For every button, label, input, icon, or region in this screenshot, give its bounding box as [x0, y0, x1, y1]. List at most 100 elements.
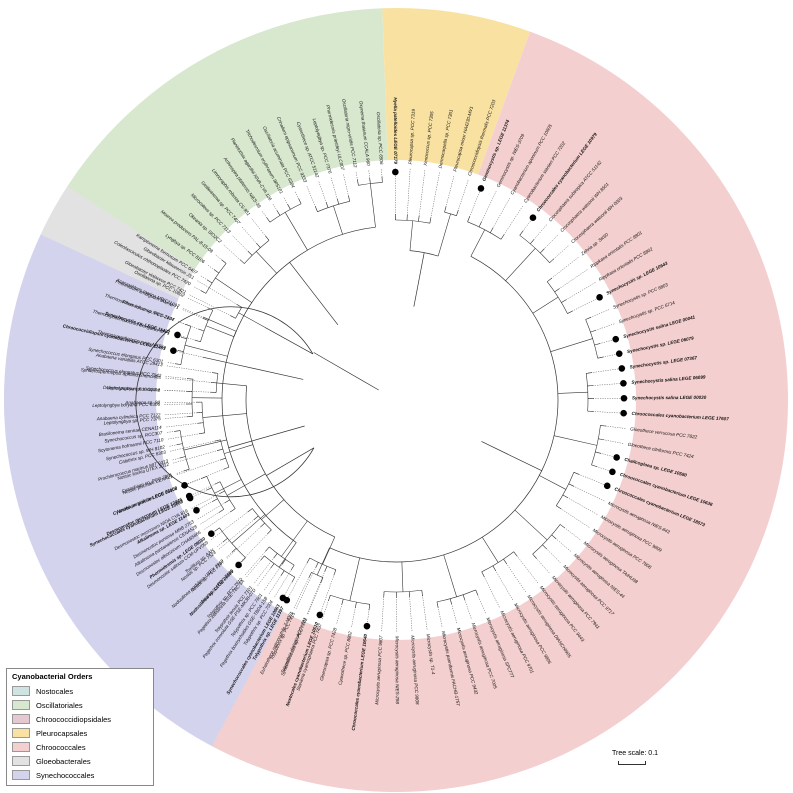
- leaf-stem: [456, 209, 459, 216]
- leaf-stem: [368, 604, 371, 611]
- leaf-stem: [315, 562, 319, 568]
- leaf-branch: [406, 168, 411, 221]
- leaf-stem: [270, 563, 275, 569]
- leaf-branch: [180, 466, 230, 487]
- leaf-branch: [481, 571, 500, 608]
- leaf-branch: [263, 559, 286, 591]
- leaf-label: Oscillatoria sp. PCC 6506: [376, 112, 384, 165]
- leaf-stem: [354, 602, 357, 609]
- leaf-label: Anabaena sp. 90: [124, 400, 160, 405]
- leaf-stem: [265, 235, 270, 241]
- leaf-branch: [590, 323, 616, 333]
- leaf-branch: [561, 281, 596, 303]
- leaf-stem: [187, 378, 194, 380]
- leaf-stem: [333, 569, 337, 576]
- leaf-stem: [547, 277, 553, 282]
- backbone-branch: [413, 252, 425, 307]
- legend-item: Gloeobacterales: [12, 754, 148, 768]
- leaf-stem: [478, 221, 482, 228]
- lege-strain-dot: [529, 214, 537, 222]
- leaf-branch: [449, 598, 458, 624]
- subclade-arc: [358, 182, 383, 186]
- leaf-stem: [276, 210, 281, 216]
- leaf-stem: [174, 430, 181, 432]
- leaf-stem: [568, 483, 575, 487]
- leaf-label: Microcystis aeruginosa NIES-298: [395, 636, 400, 704]
- leaf-stem: [174, 363, 181, 365]
- leaf-branch: [542, 544, 562, 564]
- leaf-label: Microcystis aeruginosa PCC 9808: [410, 635, 420, 705]
- subclade-branch: [224, 444, 253, 454]
- leaf-stem: [436, 601, 439, 608]
- leaf-branch: [166, 365, 219, 374]
- lege-strain-dot: [613, 454, 620, 461]
- leaf-branch: [436, 601, 443, 628]
- leaf-stem: [325, 201, 329, 208]
- leaf-label: Leptolyngbya boryana PCC 6306: [92, 402, 160, 408]
- lege-strain-dot: [615, 350, 623, 357]
- leaf-stem: [324, 566, 328, 572]
- subclade-arc: [206, 476, 225, 510]
- leaf-stem: [210, 382, 217, 384]
- leaf-stem: [223, 466, 230, 470]
- legend-swatch: [12, 770, 30, 780]
- leaf-branch: [530, 223, 548, 244]
- leaf-stem: [273, 553, 278, 559]
- clade-sector-gloeobacterales: [40, 186, 195, 299]
- leaf-branch: [273, 564, 295, 598]
- leaf-label: Microcystis aeruginosa PCC 9807: [374, 635, 383, 705]
- leaf-branch: [253, 553, 278, 584]
- leaf-stem: [239, 259, 245, 264]
- leaf-branch: [293, 572, 312, 609]
- leaf-branch: [568, 483, 605, 502]
- leaf-stem: [265, 546, 270, 552]
- leaf-stem: [219, 457, 226, 461]
- legend-label: Synechococcales: [36, 770, 95, 780]
- leaf-stem: [260, 522, 265, 528]
- leaf-branch: [513, 551, 539, 584]
- leaf-stem: [481, 571, 485, 578]
- leaf-stem: [320, 577, 324, 584]
- subclade-branch: [216, 382, 247, 387]
- leaf-stem: [467, 216, 471, 222]
- leaf-stem: [314, 206, 318, 212]
- subclade-arc: [191, 379, 194, 417]
- leaf-label: Microcystis sp. T1-4: [426, 633, 437, 675]
- leaf-branch: [318, 569, 337, 619]
- legend-label: Pleurocapsales: [36, 728, 88, 738]
- subclade-branch: [208, 319, 237, 332]
- leaf-stem: [598, 438, 605, 441]
- leaf-stem: [214, 527, 220, 532]
- leaf-branch: [189, 294, 236, 319]
- leaf-label: Pleurocapsa sp. PCC 7319: [408, 109, 416, 165]
- leaf-stem: [308, 572, 312, 578]
- leaf-stem: [597, 356, 604, 359]
- lege-strain-dot: [174, 331, 181, 339]
- subclade-arc: [585, 319, 598, 359]
- subclade-branch: [553, 435, 598, 446]
- leaf-stem: [219, 490, 225, 495]
- leaf-stem: [542, 544, 547, 550]
- leaf-stem: [489, 227, 494, 233]
- leaf-stem: [222, 538, 228, 543]
- legend-swatch: [12, 756, 30, 766]
- legend-swatch: [12, 742, 30, 752]
- legend: Cyanobacterial Orders Nostocales Oscillat…: [6, 668, 154, 786]
- subclade-branch: [316, 547, 330, 576]
- leaf-branch: [540, 234, 559, 254]
- leaf-branch: [197, 499, 230, 520]
- leaf-branch: [475, 589, 486, 615]
- subclade-arc: [311, 572, 324, 578]
- subclade-branch: [349, 557, 360, 601]
- tree-scale: Tree scale: 0.1: [612, 750, 658, 770]
- lege-strain-dot: [392, 168, 399, 176]
- leaf-branch: [167, 432, 205, 440]
- legend-label: Gloeobacterales: [36, 756, 91, 766]
- leaf-branch: [169, 349, 209, 359]
- subclade-branch: [370, 183, 376, 228]
- subclade-branch: [214, 479, 242, 494]
- leaf-stem: [231, 548, 237, 553]
- legend-label: Oscillatoriales: [36, 700, 83, 710]
- leaf-stem: [369, 177, 371, 184]
